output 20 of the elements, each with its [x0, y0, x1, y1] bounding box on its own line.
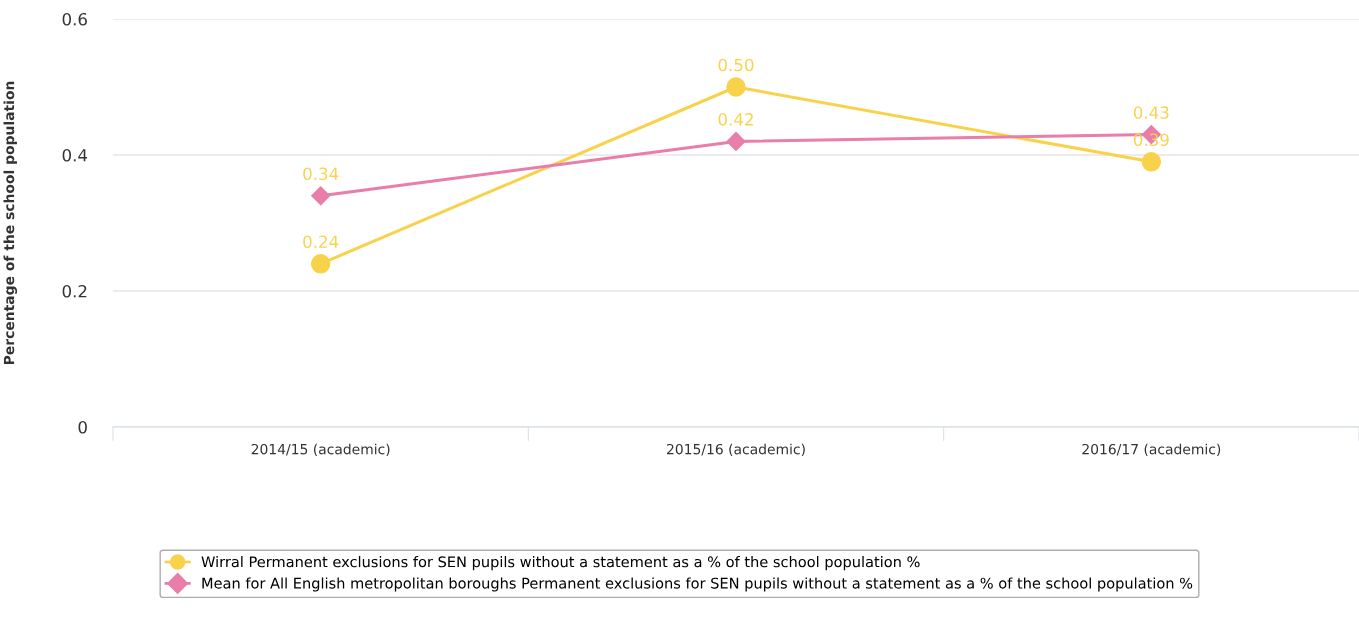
- point: [1141, 152, 1162, 172]
- x-tick-label: 2016/17 (academic): [1082, 443, 1221, 457]
- point: [726, 77, 746, 97]
- x-tick-label: 2014/15 (academic): [251, 443, 390, 457]
- y-tick-label: 0: [78, 420, 87, 434]
- x-tick-label: 2015/16 (academic): [667, 443, 805, 457]
- data-label: 0.43: [1133, 106, 1169, 119]
- data-label: 0.50: [718, 58, 754, 72]
- y-axis-title: Percentage of the school population: [3, 81, 18, 365]
- legend-label: Wirral Permanent exclusions for SEN pupils without a statement as a % of the school population %: [201, 556, 920, 571]
- data-label: 0.34: [303, 167, 339, 181]
- point: [310, 254, 331, 274]
- legend-label: Mean for All English metropolitan boroughs Permanent exclusions for SEN pupils without a statement as a % of the school population %: [202, 577, 1193, 592]
- point: [311, 186, 331, 206]
- y-tick-label: 0.6: [62, 12, 87, 26]
- data-label: 0.24: [303, 235, 339, 249]
- point: [726, 131, 746, 151]
- y-tick-label: 0.2: [62, 284, 87, 298]
- data-label: 0.42: [718, 113, 753, 126]
- y-tick-label: 0.4: [62, 148, 88, 162]
